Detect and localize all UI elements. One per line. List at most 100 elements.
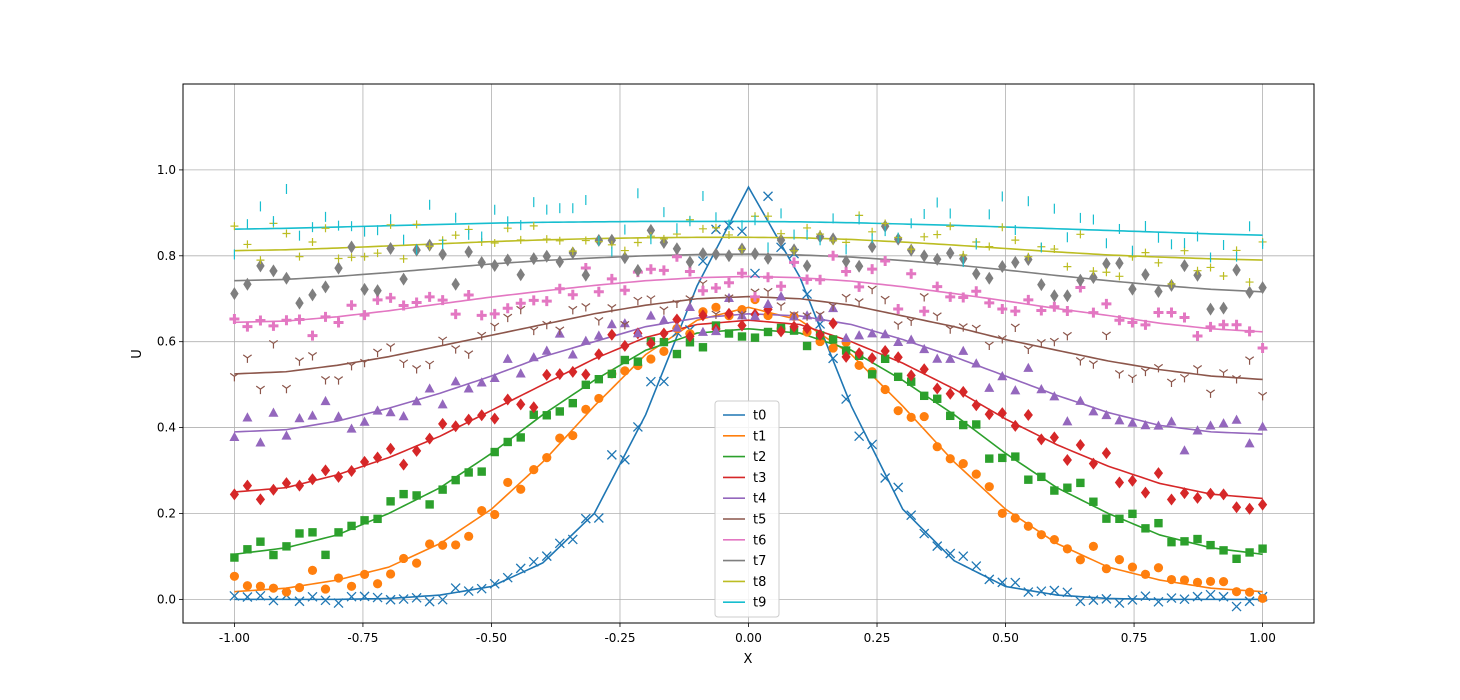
marker-t3 xyxy=(919,363,929,376)
marker-t4 xyxy=(515,368,526,378)
marker-t5 xyxy=(242,354,252,363)
marker-t8 xyxy=(777,229,786,238)
marker-t2 xyxy=(1219,546,1228,555)
marker-t6 xyxy=(515,298,526,309)
marker-t1 xyxy=(646,354,656,364)
marker-t3 xyxy=(906,369,916,382)
series-markers xyxy=(229,183,1268,612)
marker-t1 xyxy=(594,393,604,404)
marker-t1 xyxy=(268,583,279,593)
marker-t0 xyxy=(893,482,904,493)
marker-t0 xyxy=(645,376,656,387)
marker-t4 xyxy=(307,410,318,420)
marker-t6 xyxy=(294,314,305,325)
marker-t7 xyxy=(646,223,656,237)
marker-t5 xyxy=(1101,331,1111,341)
marker-t2 xyxy=(295,529,304,538)
marker-t3 xyxy=(555,368,565,381)
marker-t8 xyxy=(1154,258,1163,267)
marker-t1 xyxy=(1010,513,1020,523)
marker-t1 xyxy=(1257,593,1268,604)
marker-t2 xyxy=(490,447,499,457)
marker-t3 xyxy=(1049,431,1059,444)
marker-t6 xyxy=(320,311,331,322)
marker-t7 xyxy=(503,253,512,267)
marker-t8 xyxy=(790,246,799,255)
marker-t7 xyxy=(256,259,265,273)
marker-t4 xyxy=(541,345,552,355)
marker-t0 xyxy=(1166,593,1177,603)
marker-t7 xyxy=(1206,302,1215,316)
marker-t3 xyxy=(438,417,448,430)
marker-t4 xyxy=(1140,420,1151,430)
marker-t0 xyxy=(632,421,643,432)
marker-t5 xyxy=(789,311,799,320)
marker-t6 xyxy=(528,295,539,306)
marker-t3 xyxy=(776,325,786,338)
marker-t4 xyxy=(1218,418,1229,428)
y-tick-label: 0.4 xyxy=(157,421,176,435)
marker-t1 xyxy=(359,569,370,579)
marker-t0 xyxy=(1140,591,1151,602)
marker-t0 xyxy=(437,594,448,605)
marker-t7 xyxy=(451,277,460,291)
marker-t5 xyxy=(1023,345,1033,355)
marker-t3 xyxy=(1205,487,1216,500)
marker-t4 xyxy=(984,382,995,392)
marker-t3 xyxy=(1010,419,1020,432)
marker-t1 xyxy=(1062,544,1072,554)
marker-t8 xyxy=(1011,236,1020,245)
marker-t6 xyxy=(255,315,266,326)
marker-t7 xyxy=(464,245,473,259)
marker-t5 xyxy=(255,385,265,395)
marker-t2 xyxy=(1128,509,1137,519)
marker-t3 xyxy=(281,477,292,490)
marker-t6 xyxy=(815,274,826,285)
marker-t0 xyxy=(1244,596,1255,607)
marker-t2 xyxy=(230,553,239,562)
marker-t5 xyxy=(464,350,474,359)
marker-t5 xyxy=(607,304,617,313)
marker-t0 xyxy=(906,510,917,521)
marker-t4 xyxy=(372,405,383,415)
marker-t1 xyxy=(1205,576,1216,587)
marker-t3 xyxy=(1166,493,1177,506)
marker-t8 xyxy=(998,223,1007,232)
marker-t2 xyxy=(308,528,317,537)
marker-t3 xyxy=(1179,487,1190,500)
marker-t5 xyxy=(880,295,890,305)
marker-t6 xyxy=(1010,306,1021,317)
marker-t2 xyxy=(1141,524,1150,533)
marker-t6 xyxy=(554,283,565,294)
marker-t2 xyxy=(386,497,395,506)
marker-t1 xyxy=(529,465,539,475)
marker-t7 xyxy=(698,247,708,261)
marker-t5 xyxy=(815,310,825,320)
marker-t0 xyxy=(828,353,839,364)
marker-t5 xyxy=(1140,367,1151,377)
marker-t8 xyxy=(542,235,551,244)
marker-t3 xyxy=(1036,433,1046,446)
marker-t4 xyxy=(333,411,344,421)
marker-t1 xyxy=(1244,587,1255,597)
marker-t3 xyxy=(893,351,903,364)
marker-t2 xyxy=(503,437,512,447)
marker-t2 xyxy=(412,491,421,500)
marker-t4 xyxy=(919,343,930,354)
marker-t5 xyxy=(568,305,578,315)
marker-t8 xyxy=(516,235,525,244)
marker-t0 xyxy=(1231,601,1242,612)
marker-t4 xyxy=(229,431,240,442)
marker-t7 xyxy=(607,233,617,247)
marker-t2 xyxy=(269,550,278,560)
marker-t0 xyxy=(1153,596,1164,607)
marker-t2 xyxy=(867,370,877,379)
marker-t3 xyxy=(333,470,344,483)
legend-label-t2: t2 xyxy=(753,450,766,465)
marker-t2 xyxy=(959,420,968,430)
markers-t5 xyxy=(229,279,1268,401)
marker-t4 xyxy=(1127,417,1138,427)
marker-t1 xyxy=(1036,530,1046,540)
marker-t7 xyxy=(1102,257,1111,271)
marker-t4 xyxy=(1114,415,1125,425)
